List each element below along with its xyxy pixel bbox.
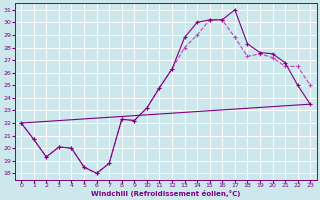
X-axis label: Windchill (Refroidissement éolien,°C): Windchill (Refroidissement éolien,°C)	[91, 190, 240, 197]
